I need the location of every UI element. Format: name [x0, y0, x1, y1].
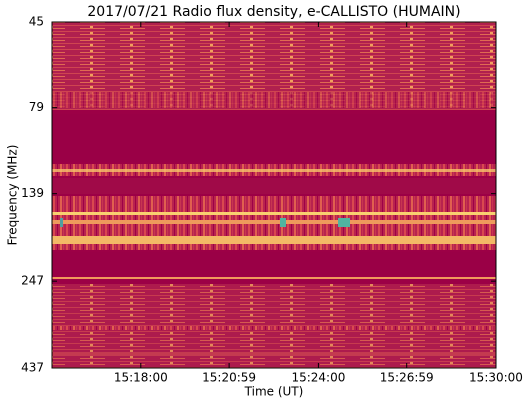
- x-tick-label: 15:30:00: [469, 371, 523, 385]
- y-tick-label: 45: [29, 15, 44, 29]
- y-tick-label: 79: [29, 100, 44, 114]
- chart-title: 2017/07/21 Radio flux density, e-CALLIST…: [87, 4, 460, 20]
- spectrogram: [52, 22, 496, 368]
- y-axis-label: Frequency (MHz): [6, 145, 20, 246]
- y-tick-label: 437: [21, 361, 44, 375]
- x-tick-label: 15:24:00: [291, 371, 345, 385]
- x-tick-label: 15:18:00: [114, 371, 168, 385]
- plot-frame: [51, 21, 497, 369]
- x-tick-label: 15:26:59: [380, 371, 434, 385]
- x-axis-label: Time (UT): [244, 385, 304, 399]
- y-tick-label: 139: [21, 186, 44, 200]
- x-tick-label: 15:20:59: [202, 371, 256, 385]
- y-tick-label: 247: [21, 274, 44, 288]
